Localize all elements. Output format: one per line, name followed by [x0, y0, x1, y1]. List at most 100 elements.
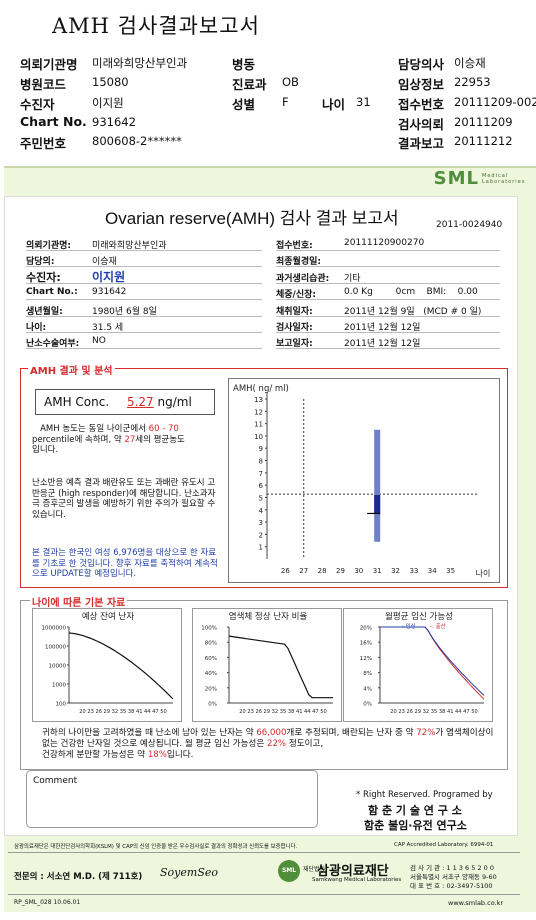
y-tick-label: 5 [259, 494, 263, 502]
cap-text: CAP Accredited Laboratory. 6994-01 [394, 842, 494, 848]
patient-label: 생년월일: [26, 306, 63, 317]
x-tick-label: 27 [299, 567, 308, 575]
header-value: 20111209-00270 [454, 95, 536, 109]
header-label: 진료과 [232, 77, 267, 92]
mini-y-tick-label: 16% [360, 641, 372, 647]
y-tick-label: 6 [259, 482, 264, 490]
info-line [26, 315, 262, 317]
info-line [26, 348, 262, 350]
amh-result-section [20, 368, 508, 588]
y-tick-label: 11 [254, 421, 263, 429]
patient-label: 난소수술여부: [26, 339, 80, 350]
mini-y-tick-label: 60% [205, 656, 217, 662]
amh-percentile-text: AMH 농도는 동일 나이군에서 60 - 70 percentile에 속하며… [32, 424, 185, 455]
mini-y-tick-label: 40% [205, 671, 217, 677]
patient-label: 나이: [26, 323, 47, 333]
mini-y-tick-label: 100% [201, 626, 217, 632]
report-label: 검사일자: [276, 323, 313, 333]
normal-ratio-line [228, 635, 333, 699]
pregnancy-chance-chart-box: 월평균 임신 가능성 20% 16% 12% 8% 4% 0% 20 23 26 29 32 … [343, 608, 493, 722]
x-tick-label: 32 [391, 567, 400, 575]
mini-legend: -: 임신 -: 출산 [400, 622, 446, 630]
header-value: OB [282, 75, 299, 89]
amh-whisker [374, 429, 381, 542]
report-value: 2011년 12월 9일 (MCD # 0 일) [344, 306, 482, 317]
mini-chart-title: 예상 잔여 난자 [82, 611, 135, 622]
header-value: F [282, 95, 289, 109]
y-tick-label: 1 [259, 544, 263, 552]
foundation-en: Samkwang Medical Laboratories [312, 877, 402, 883]
normal-egg-ratio-chart: 염색체 정상 난자 비율 100% 80% 60% 40% 20% 0% 20 23 26 2… [201, 611, 333, 715]
patient-value: 미래와희망산부인과 [92, 241, 167, 251]
info-line [276, 299, 500, 301]
footer-divider [8, 852, 520, 853]
info-line [26, 282, 262, 284]
basic-summary: 귀하의 나이만을 고려하였을 때 난소에 남아 있는 난자는 약 66,000개… [42, 728, 494, 760]
remaining-eggs-chart: 예상 잔여 난자 1000000 100000 10000 1000 100 20 23 2… [42, 611, 174, 715]
info-line [26, 332, 262, 333]
patient-value: 31.5 세 [92, 323, 124, 333]
age-value: 31 [356, 95, 371, 109]
report-value: 20111120900270 [344, 238, 425, 248]
x-tick-label: 31 [373, 567, 382, 575]
foundation-pre: 재단법인 [303, 866, 326, 873]
report-value: 0.0 Kg 0cm BMI: 0.00 [344, 287, 478, 298]
patient-value: 이지원 [92, 269, 126, 284]
x-tick-label: 33 [409, 567, 418, 575]
sml-emblem: SML [278, 860, 300, 882]
org2-text: 함춘 불임·유전 연구소 [364, 819, 467, 832]
header-value: 20111212 [454, 134, 513, 148]
signature: SoyemSeo [160, 866, 218, 879]
header-value: 20111209 [454, 115, 513, 129]
header-value: 이지원 [92, 96, 124, 110]
normal-egg-ratio-chart-box: 염색체 정상 난자 비율 100% 80% 60% 40% 20% 0% 20 23 26 2… [192, 608, 342, 722]
header-value: 이승재 [454, 56, 486, 70]
x-tick-label: 28 [318, 567, 327, 575]
report-label: 보고일자: [276, 339, 313, 350]
x-tick-label: 26 [281, 567, 290, 575]
pregnancy-line [380, 626, 485, 696]
patient-label: 담당의: [26, 257, 55, 268]
org1-text: 함 춘 기 술 연 구 소 [368, 804, 462, 817]
mini-y-tick-label: 20% [360, 626, 372, 632]
mini-y-tick-label: 4% [363, 686, 372, 692]
report-value: 2011년 12월 12일 [344, 339, 421, 350]
amh-notice-text: 본 결과는 한국인 여성 6,976명을 대상으로 한 자료를 기초로 한 것입… [32, 548, 218, 579]
amh-box [374, 495, 381, 514]
biz-line-2: 서울특별시 서초구 양재동 9-60 [410, 873, 497, 881]
rights-text: * Right Reserved. Programed by [356, 790, 493, 800]
mini-y-tick-label: 0% [208, 702, 217, 708]
doctor-text: 전문의 : 서소연 M.D. (제 711호) [14, 872, 143, 882]
legend-birth: -: 출산 [430, 622, 446, 630]
x-tick-label: 30 [354, 567, 363, 575]
basic-data-section [20, 600, 508, 770]
mini-x-tick-labels: 20 23 26 29 32 35 38 41 44 47 50 [79, 709, 167, 715]
header-label: 검사의뢰 [398, 117, 445, 132]
sml-logo: SML Medical Laboratories [433, 168, 526, 189]
header-label: Chart No. [20, 114, 87, 129]
mini-y-tick-label: 80% [205, 641, 217, 647]
report-label: 체중/신장: [276, 290, 317, 301]
x-axis-label: 나이 [476, 568, 491, 578]
y-tick-label: 12 [254, 408, 263, 416]
amh-chart-box: AMH( ng/ ml) 1 2 3 4 5 6 7 8 9 10 11 12 13 26 27 28 29 30 3… [228, 378, 500, 583]
mini-x-tick-labels: 20 23 26 29 32 35 38 41 44 47 50 [239, 709, 327, 715]
comment-box: Comment [26, 770, 318, 828]
amh-conc-label: AMH Conc. [44, 395, 110, 409]
website-link[interactable]: www.smlab.co.kr [448, 899, 504, 907]
y-tick-label: 7 [259, 470, 263, 478]
mini-chart-title: 염색체 정상 난자 비율 [229, 611, 308, 622]
info-line [276, 250, 500, 251]
basic-section-label: 나이에 따른 기본 자료 [30, 594, 128, 609]
header-label: 의뢰기관명 [20, 57, 78, 72]
report-label: 접수번호: [276, 241, 313, 251]
report-label: 과거생리습관: [276, 273, 330, 284]
mini-x-tick-labels: 20 23 26 29 32 35 38 41 44 47 50 [390, 709, 478, 715]
biz-line-1: 검 사 기 관 : 1 1 3 6 5 2 0 0 [410, 864, 494, 872]
cert-text: 삼광의료재단은 대한진단검사의학회(KSLM) 및 CAP의 신임 인증을 받은… [14, 844, 298, 850]
x-tick-label: 34 [428, 567, 437, 575]
amh-response-text: 난소반응 예측 결과 배란유도 또는 과배란 유도시 고반응군 (high re… [32, 478, 216, 520]
report-title: Ovarian reserve(AMH) 검사 결과 보고서 [105, 209, 399, 228]
report-value: 기타 [344, 273, 361, 284]
